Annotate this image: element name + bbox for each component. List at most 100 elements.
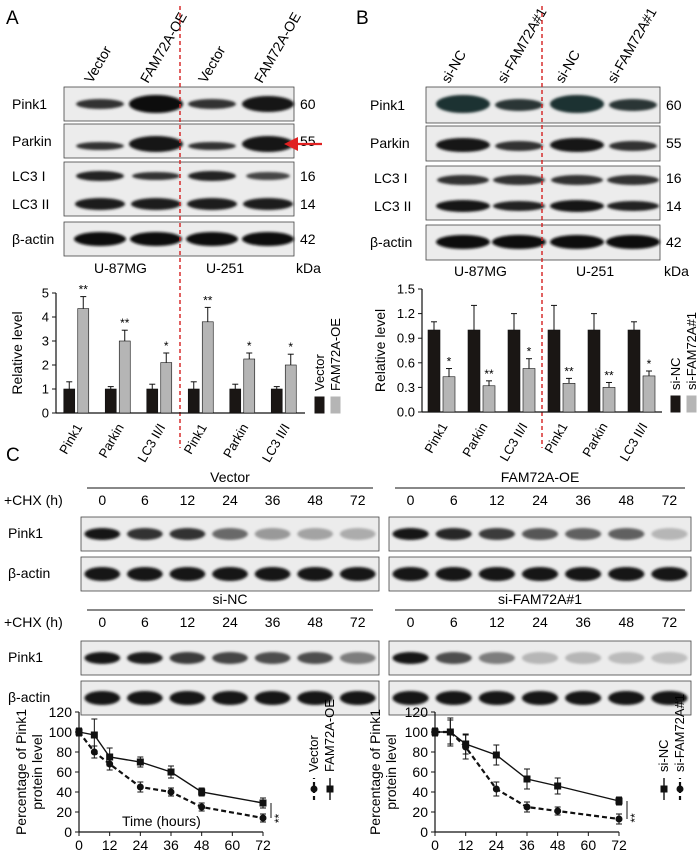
y-tick-label: 60 xyxy=(56,764,72,780)
chx-blots: Vector 0 6 12 24 36 48 72 +CHX (h) Pink1 β-actin FA… xyxy=(4,469,692,716)
blot-band xyxy=(297,691,334,705)
data-point xyxy=(615,815,623,823)
x-tick-label: Pink1 xyxy=(421,420,450,456)
data-point xyxy=(198,788,206,796)
blot-band xyxy=(392,567,429,581)
blot-label: β-actin xyxy=(8,565,50,581)
legend-label: Vector xyxy=(312,353,327,391)
y-tick-label: 0 xyxy=(42,406,49,421)
y-axis-label-line: protein level xyxy=(29,734,45,810)
y-axis-label: Percentage of Pink1protein level xyxy=(367,709,399,835)
x-tick-label: 48 xyxy=(550,837,566,853)
timepoint-label: 0 xyxy=(407,614,415,630)
blot-band xyxy=(651,652,688,664)
bar xyxy=(118,340,131,414)
bar xyxy=(482,385,496,413)
blot-label: LC3 II xyxy=(12,196,49,212)
x-tick-label: 60 xyxy=(225,837,241,853)
x-tick-label: 0 xyxy=(431,837,439,853)
kda-value: 16 xyxy=(666,170,682,186)
y-tick-label: 60 xyxy=(412,764,428,780)
x-tick-label: 12 xyxy=(102,837,118,853)
parkin-arrow-icon xyxy=(284,137,322,151)
data-point xyxy=(106,753,114,761)
group-title: FAM72A-OE xyxy=(501,469,580,485)
panel-b-row-labels: Pink1 Parkin LC3 I LC3 II β-actin 60 55 … xyxy=(370,97,689,279)
blot-band xyxy=(254,528,291,540)
significance-marker: * xyxy=(527,345,532,359)
legend-swatch xyxy=(330,396,341,414)
data-point xyxy=(167,788,175,796)
blot-band xyxy=(169,567,206,581)
bar xyxy=(602,387,616,413)
timepoint-label: 24 xyxy=(532,614,548,630)
timepoint-label: 72 xyxy=(350,492,366,508)
timepoint-label: 72 xyxy=(662,492,678,508)
blot-band xyxy=(84,528,121,540)
blot-label: LC3 I xyxy=(374,170,407,186)
blot-label: β-actin xyxy=(370,234,412,250)
panel-c-letter: C xyxy=(6,445,20,466)
y-axis-label-line: protein level xyxy=(383,734,399,810)
group-title: Vector xyxy=(210,469,250,485)
x-tick-label: 0 xyxy=(75,837,83,853)
timepoint-label: 12 xyxy=(180,614,196,630)
blot-band xyxy=(521,691,559,705)
kda-value: 42 xyxy=(300,231,316,247)
significance-marker: ** xyxy=(484,367,494,381)
bar xyxy=(284,364,297,414)
timepoint-label: 0 xyxy=(98,492,106,508)
bar xyxy=(77,308,90,414)
blot-band xyxy=(392,691,429,705)
y-axis-label: Percentage of Pink1protein level xyxy=(13,709,45,835)
timepoint-label: 12 xyxy=(489,614,505,630)
blot-band xyxy=(254,567,291,581)
y-tick-label: 120 xyxy=(405,704,429,720)
x-tick-label: 72 xyxy=(611,837,627,853)
lane-label: si-FAM72A#1 xyxy=(604,5,660,86)
data-point xyxy=(136,758,144,766)
blot-label: Parkin xyxy=(12,133,52,149)
blot-band xyxy=(254,652,291,664)
blot-band xyxy=(565,691,602,705)
lane-label: si-NC xyxy=(552,47,583,85)
data-point xyxy=(90,748,98,756)
x-tick-label: 36 xyxy=(519,837,535,853)
blot-band xyxy=(651,567,688,581)
blot-band xyxy=(84,691,121,705)
timepoint-label: 48 xyxy=(307,492,323,508)
legend-swatch xyxy=(670,395,681,413)
data-point xyxy=(462,743,470,751)
timepoint-label: 36 xyxy=(575,492,591,508)
data-point xyxy=(554,807,562,815)
blot-label: Pink1 xyxy=(370,97,405,113)
timepoint-label: 72 xyxy=(662,614,678,630)
timepoint-label: 24 xyxy=(222,492,238,508)
y-tick-label: 80 xyxy=(412,744,428,760)
y-tick-label: 0 xyxy=(64,824,72,840)
bar xyxy=(201,321,214,414)
y-axis-label-line: Percentage of Pink1 xyxy=(13,709,29,835)
y-tick-label: 120 xyxy=(49,704,73,720)
kda-unit: kDa xyxy=(664,263,689,279)
bar xyxy=(467,329,481,413)
panel-b-blot-pink1 xyxy=(425,86,661,124)
blot-band xyxy=(608,652,645,664)
data-point xyxy=(75,728,83,736)
bar xyxy=(146,388,159,414)
bar xyxy=(243,358,256,414)
bar xyxy=(187,388,200,414)
cell-line-label: U-251 xyxy=(576,263,614,279)
legend-label: si-NC xyxy=(656,740,671,773)
significance-marker: ** xyxy=(79,283,89,297)
blot-band xyxy=(126,528,163,540)
kda-value: 42 xyxy=(666,234,682,250)
y-tick-label: 0.9 xyxy=(397,331,415,346)
data-point xyxy=(615,797,623,805)
legend-label: si-NC xyxy=(668,358,683,391)
y-tick-label: 4 xyxy=(42,310,49,325)
y-tick-label: 1.2 xyxy=(397,306,415,321)
blot-band xyxy=(478,567,515,581)
